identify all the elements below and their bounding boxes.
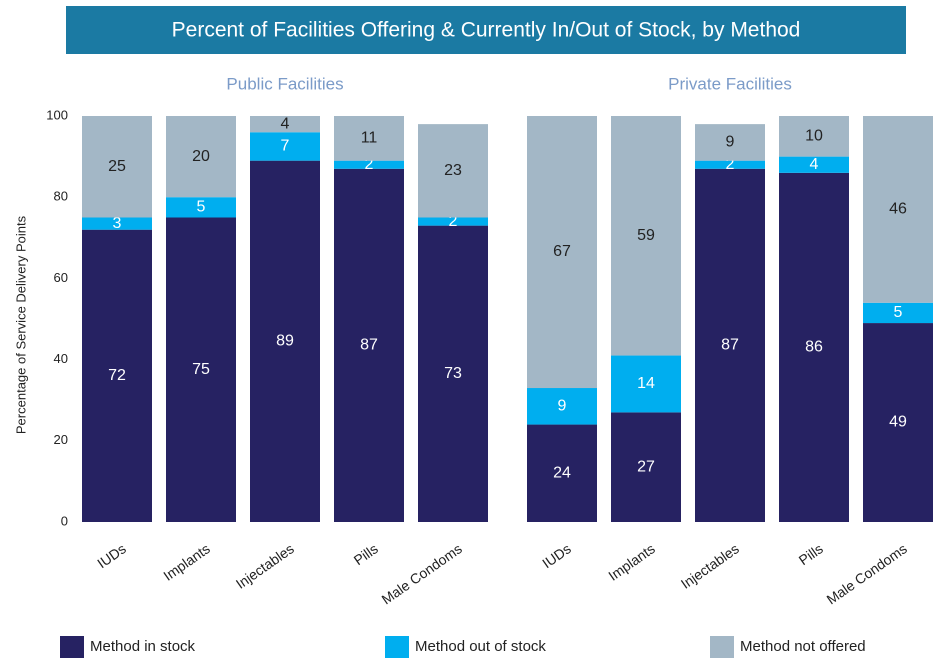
value-label: 14 <box>637 375 655 392</box>
bar-segment <box>863 323 933 522</box>
y-axis-label: Percentage of Service Delivery Points <box>13 215 28 434</box>
value-label: 25 <box>108 158 126 175</box>
bar-segment <box>611 116 681 356</box>
value-label: 2 <box>726 156 735 173</box>
bar-segment <box>166 217 236 522</box>
value-label: 27 <box>637 458 655 475</box>
bar-segment <box>334 116 404 161</box>
value-label: 9 <box>558 398 567 415</box>
bar-segment <box>611 355 681 413</box>
bar-segment <box>779 156 849 173</box>
x-tick-label: Implants <box>605 540 658 583</box>
value-label: 10 <box>805 128 823 145</box>
bar-segment <box>250 160 320 522</box>
y-tick-label: 40 <box>54 351 68 366</box>
bar-segment <box>779 172 849 522</box>
value-label: 11 <box>361 130 378 147</box>
value-label: 9 <box>726 134 735 151</box>
bar-segment <box>166 197 236 218</box>
x-tick-label: Male Condoms <box>824 540 910 607</box>
y-tick-label: 20 <box>54 432 68 447</box>
bar-segment <box>82 116 152 218</box>
value-label: 5 <box>197 199 206 216</box>
bar-segment <box>611 412 681 522</box>
y-tick-label: 0 <box>61 513 68 528</box>
bar-segment <box>695 124 765 161</box>
bar-segment <box>695 160 765 169</box>
bar-segment <box>527 116 597 389</box>
y-tick-label: 100 <box>46 107 68 122</box>
bar-segment <box>82 217 152 230</box>
value-label: 7 <box>281 138 290 155</box>
value-label: 4 <box>810 156 819 173</box>
bar-segment <box>334 168 404 522</box>
bar-segment <box>166 116 236 198</box>
bar-segment <box>863 302 933 324</box>
value-label: 4 <box>281 115 290 132</box>
bar-segment <box>695 168 765 522</box>
legend-swatch <box>710 636 734 658</box>
value-label: 86 <box>805 339 823 356</box>
bar-segment <box>82 229 152 522</box>
x-tick-label: Implants <box>160 540 213 583</box>
value-label: 75 <box>192 361 210 378</box>
value-label: 67 <box>553 243 571 260</box>
bar-segment <box>863 116 933 303</box>
value-label: 3 <box>113 215 122 232</box>
value-label: 89 <box>276 333 294 350</box>
bar-segment <box>418 124 488 218</box>
legend-swatch <box>385 636 409 658</box>
value-label: 20 <box>192 148 210 165</box>
value-label: 73 <box>444 365 462 382</box>
panel-title: Private Facilities <box>668 74 792 93</box>
chart-title: Percent of Facilities Offering & Current… <box>172 19 801 42</box>
x-tick-label: Injectables <box>233 540 297 592</box>
value-label: 72 <box>108 367 126 384</box>
legend-label: Method out of stock <box>415 638 546 655</box>
value-label: 24 <box>553 464 571 481</box>
bar-segment <box>527 388 597 425</box>
value-label: 49 <box>889 414 907 431</box>
bar-segment <box>779 116 849 157</box>
value-label: 2 <box>365 156 374 173</box>
title-banner <box>66 6 906 54</box>
value-label: 59 <box>637 227 655 244</box>
x-tick-label: Pills <box>351 540 381 568</box>
bar-segment <box>250 116 320 133</box>
x-tick-label: IUDs <box>539 540 574 571</box>
value-label: 23 <box>444 162 462 179</box>
y-tick-label: 60 <box>54 270 68 285</box>
bar-segment <box>334 160 404 169</box>
bar-segment <box>418 225 488 522</box>
bar-segment <box>418 217 488 226</box>
value-label: 2 <box>449 213 458 230</box>
y-tick-label: 80 <box>54 189 68 204</box>
x-tick-label: IUDs <box>94 540 129 571</box>
x-tick-label: Pills <box>796 540 826 568</box>
value-label: 87 <box>721 337 739 354</box>
x-tick-label: Male Condoms <box>379 540 465 607</box>
bar-segment <box>250 132 320 161</box>
bar-segment <box>527 424 597 522</box>
x-tick-label: Injectables <box>678 540 742 592</box>
value-label: 87 <box>360 337 378 354</box>
value-label: 5 <box>894 304 903 321</box>
legend-label: Method in stock <box>90 638 196 655</box>
panel-title: Public Facilities <box>226 74 343 93</box>
legend-swatch <box>60 636 84 658</box>
value-label: 46 <box>889 201 907 218</box>
legend-label: Method not offered <box>740 638 866 655</box>
